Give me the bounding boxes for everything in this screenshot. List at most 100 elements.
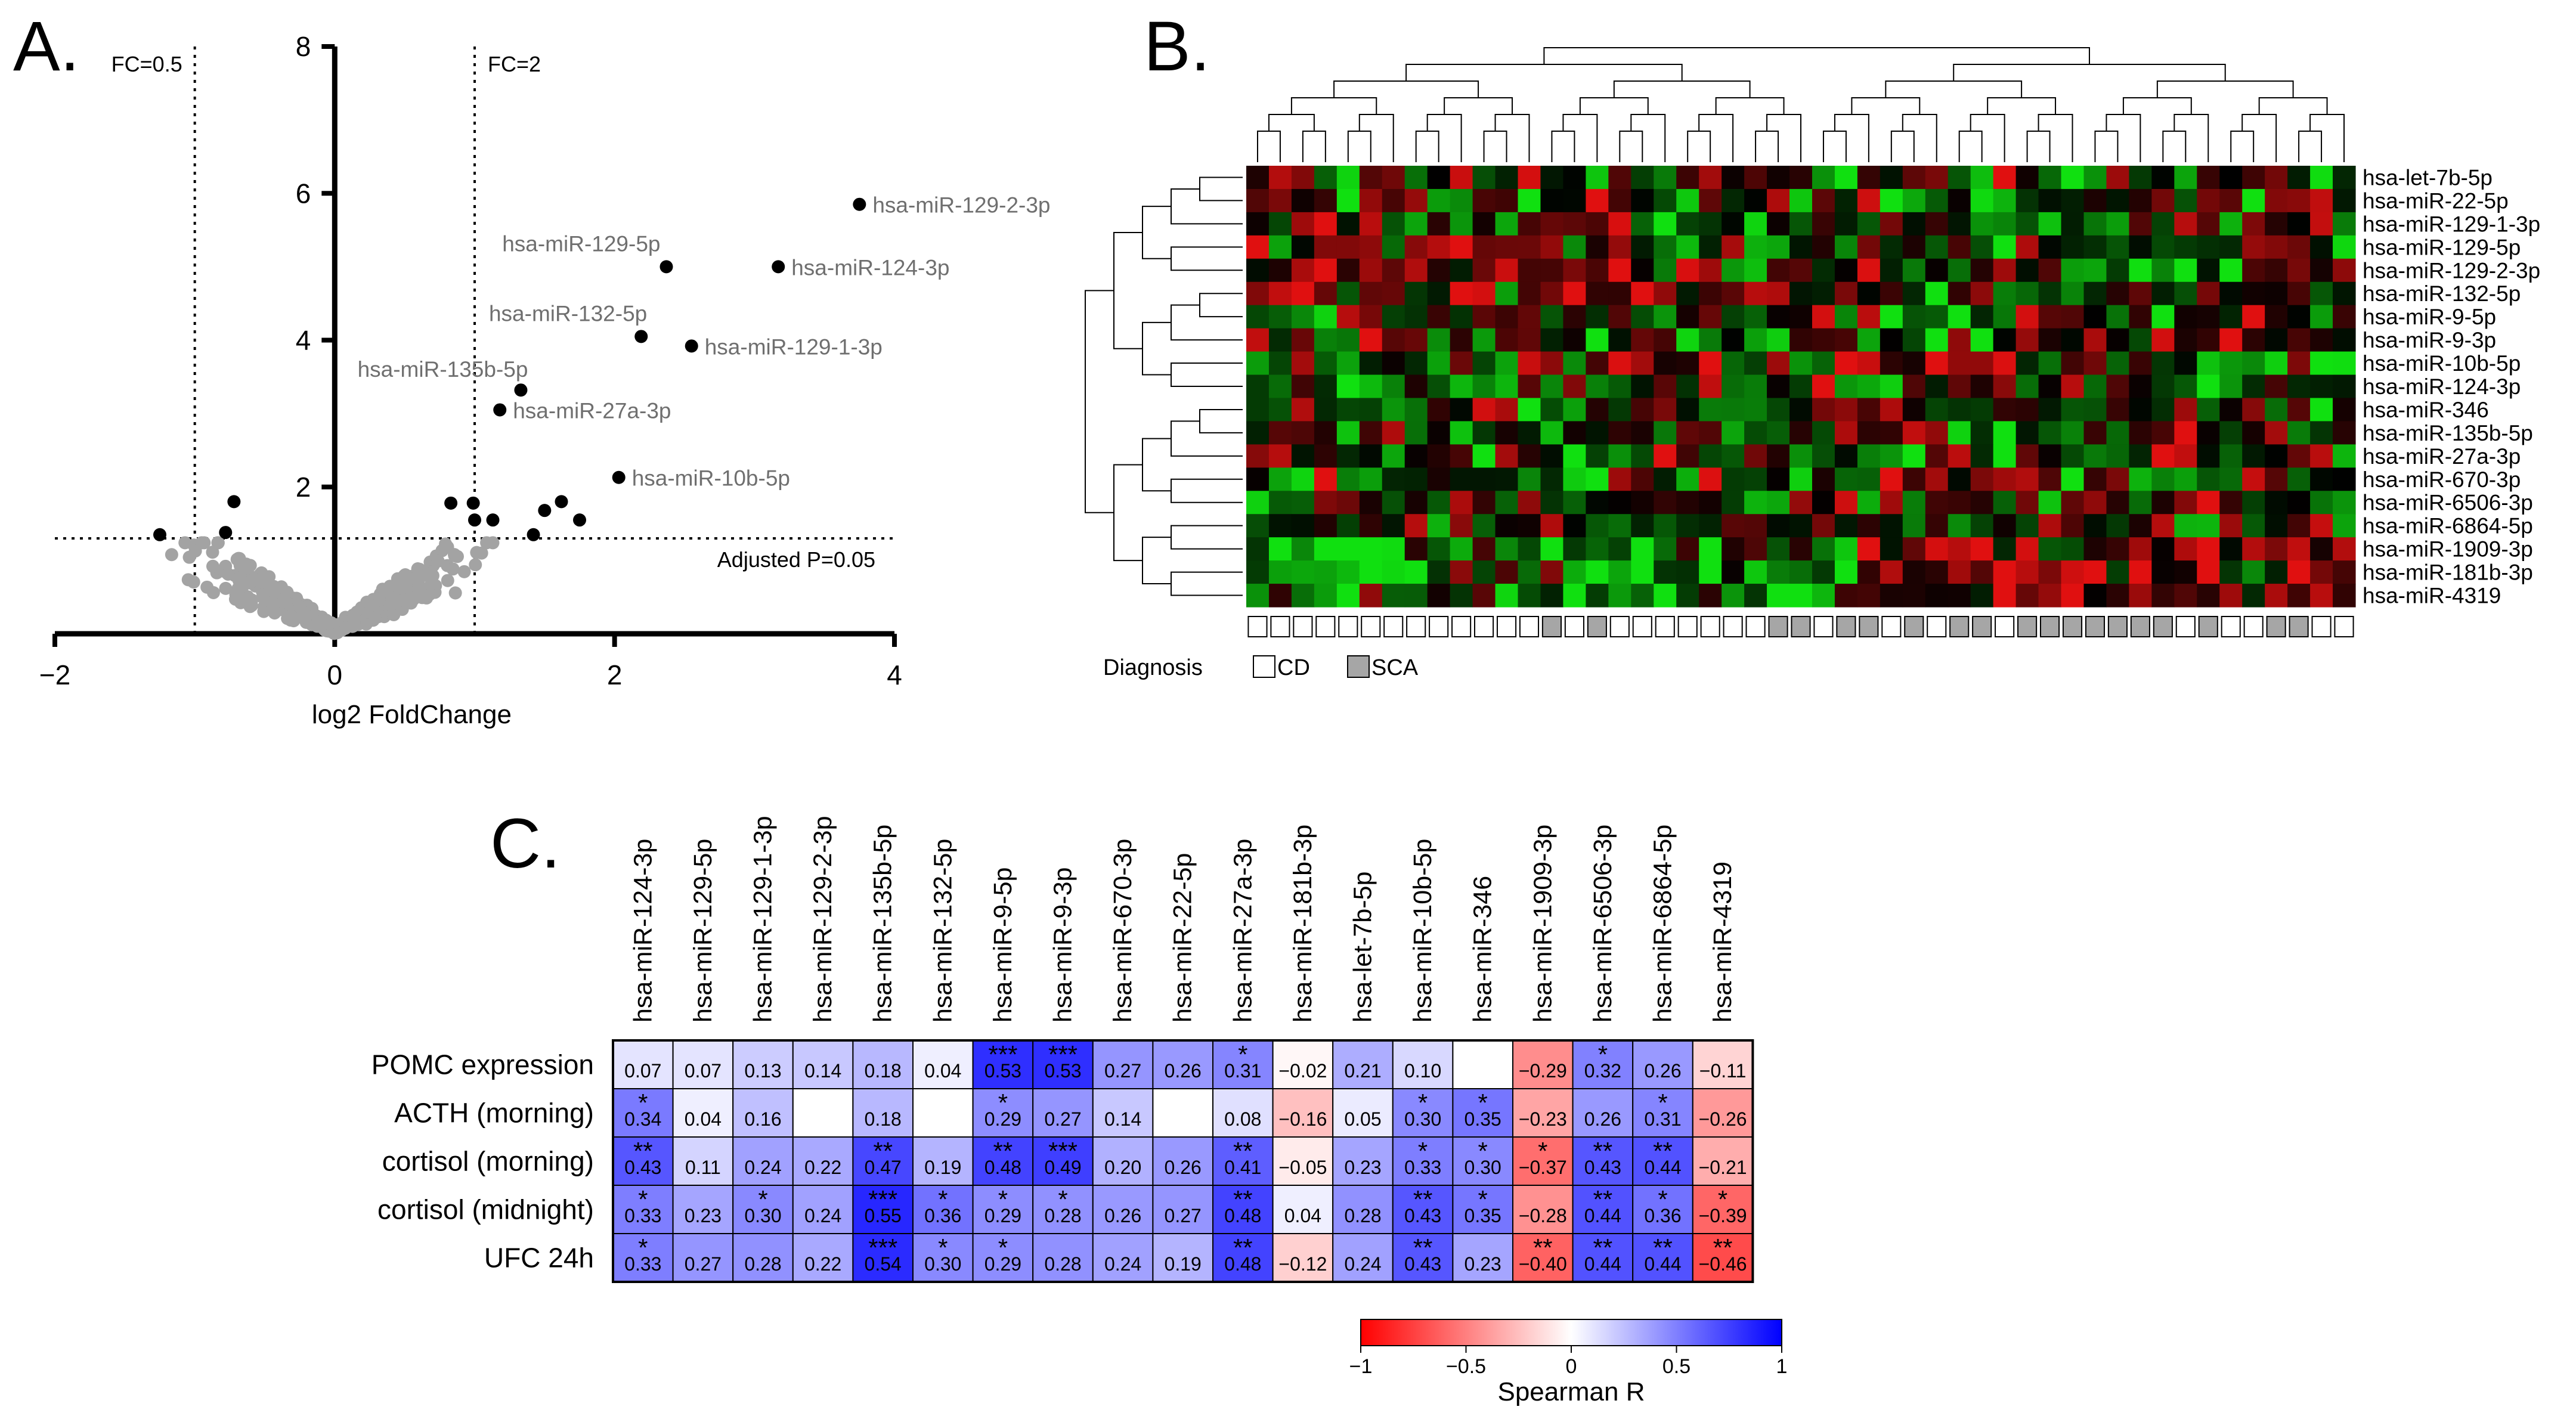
heatmap-cell (2061, 560, 2085, 584)
heatmap-cell (1744, 537, 1767, 561)
heatmap-cell (1993, 421, 2017, 445)
heatmap-cell (1472, 305, 1496, 329)
cell-significance: ** (1233, 1137, 1253, 1165)
row-header: cortisol (morning) (382, 1146, 594, 1177)
heatmap-cell (1495, 560, 1519, 584)
heatmap-cell (1880, 351, 1903, 376)
heatmap-cell (2038, 537, 2062, 561)
heatmap-cell (1744, 491, 1767, 515)
panel-label-c: C. (490, 804, 561, 883)
heatmap-cell (2219, 444, 2243, 468)
heatmap-cell (1767, 560, 1790, 584)
heatmap-cell (1608, 514, 1631, 538)
heatmap-cell (1314, 514, 1337, 538)
heatmap-cell (1404, 305, 1428, 329)
heatmap-cell (1563, 467, 1586, 491)
heatmap-cell (1880, 235, 1903, 259)
heatmap-cell (1654, 537, 1677, 561)
heatmap-cell (1495, 351, 1519, 376)
heatmap-cell (1450, 212, 1473, 236)
heatmap-cell (1427, 235, 1451, 259)
heatmap-cell (1925, 491, 1949, 515)
diagnosis-square (1677, 616, 1698, 637)
row-label: hsa-miR-9-3p (2363, 328, 2496, 352)
cell-significance: ** (633, 1137, 653, 1165)
heatmap-cell (1722, 166, 1745, 190)
heatmap-cell (2061, 212, 2085, 236)
heatmap-cell (1540, 584, 1564, 608)
heatmap-cell (1608, 328, 1631, 352)
row-label: hsa-miR-10b-5p (2363, 351, 2521, 376)
diagnosis-square (1995, 616, 2015, 637)
heatmap-cell (1834, 444, 1858, 468)
heatmap-cell (1654, 421, 1677, 445)
heatmap-cell (2287, 351, 2311, 376)
heatmap-cell (2242, 374, 2265, 399)
heatmap-cell (1925, 258, 1949, 283)
heatmap-cell (1392, 1136, 1454, 1186)
heatmap-cell (2174, 328, 2197, 352)
heatmap-cell (2015, 584, 2039, 608)
heatmap-cell (1246, 305, 1270, 329)
heatmap-cell (1744, 514, 1767, 538)
heatmap-cell (1563, 444, 1586, 468)
heatmap-cell (1654, 374, 1677, 399)
cell-value: 0.24 (1344, 1253, 1381, 1275)
heatmap-cell (2219, 166, 2243, 190)
heatmap-cell (2015, 537, 2039, 561)
heatmap-cell (2197, 374, 2220, 399)
heatmap-cell (1857, 421, 1881, 445)
heatmap-cell (1880, 421, 1903, 445)
heatmap-cell (1948, 281, 1971, 306)
heatmap-cell (1359, 398, 1383, 422)
heatmap-cell (2151, 491, 2175, 515)
heatmap-cell (2197, 281, 2220, 306)
cell-value: 0.28 (744, 1253, 781, 1275)
heatmap-cell (2310, 398, 2333, 422)
cell-significance: *** (868, 1185, 897, 1213)
heatmap-cell (1404, 514, 1428, 538)
heatmap-cell (1654, 188, 1677, 213)
heatmap-cell (1314, 560, 1337, 584)
heatmap-cell (2219, 212, 2243, 236)
heatmap-cell (1495, 514, 1519, 538)
heatmap-cell (1336, 467, 1360, 491)
heatmap-cell (2174, 467, 2197, 491)
heatmap-cell (1427, 212, 1451, 236)
heatmap-cell (1336, 560, 1360, 584)
heatmap-cell (1970, 374, 1994, 399)
y-tick-label: 2 (296, 472, 311, 503)
heatmap-cell (2106, 560, 2130, 584)
heatmap-cell (1631, 537, 1654, 561)
heatmap-cell (1880, 584, 1903, 608)
heatmap-cell (2083, 537, 2107, 561)
heatmap-cell (2333, 584, 2356, 608)
heatmap-cell (1472, 537, 1496, 561)
heatmap-cell (1382, 351, 1405, 376)
point-label: hsa-miR-129-2-3p (872, 193, 1050, 218)
heatmap-cell (1382, 491, 1405, 515)
heatmap-cell (1902, 305, 1926, 329)
heatmap-cell (732, 1088, 794, 1138)
heatmap-cell (1314, 444, 1337, 468)
heatmap-cell (1291, 560, 1315, 584)
heatmap-cell (2197, 537, 2220, 561)
cell-significance: *** (988, 1040, 1017, 1068)
cell-value: 0.48 (1224, 1205, 1261, 1226)
row-label: hsa-miR-124-3p (2363, 374, 2521, 399)
heatmap-cell (2242, 514, 2265, 538)
heatmap-cell (2219, 398, 2243, 422)
threshold-label: FC=2 (488, 52, 541, 76)
heatmap-cell (2219, 328, 2243, 352)
heatmap-cell (2129, 398, 2152, 422)
heatmap-cell (1857, 328, 1881, 352)
data-point-ns (347, 613, 361, 627)
heatmap-cell (1359, 537, 1383, 561)
heatmap-cell (1540, 305, 1564, 329)
heatmap-cell (1472, 212, 1496, 236)
heatmap-cell (1993, 444, 2017, 468)
heatmap-cell (1902, 351, 1926, 376)
heatmap-cell (1812, 444, 1835, 468)
heatmap-cell (2219, 421, 2243, 445)
heatmap-cell (1404, 374, 1428, 399)
